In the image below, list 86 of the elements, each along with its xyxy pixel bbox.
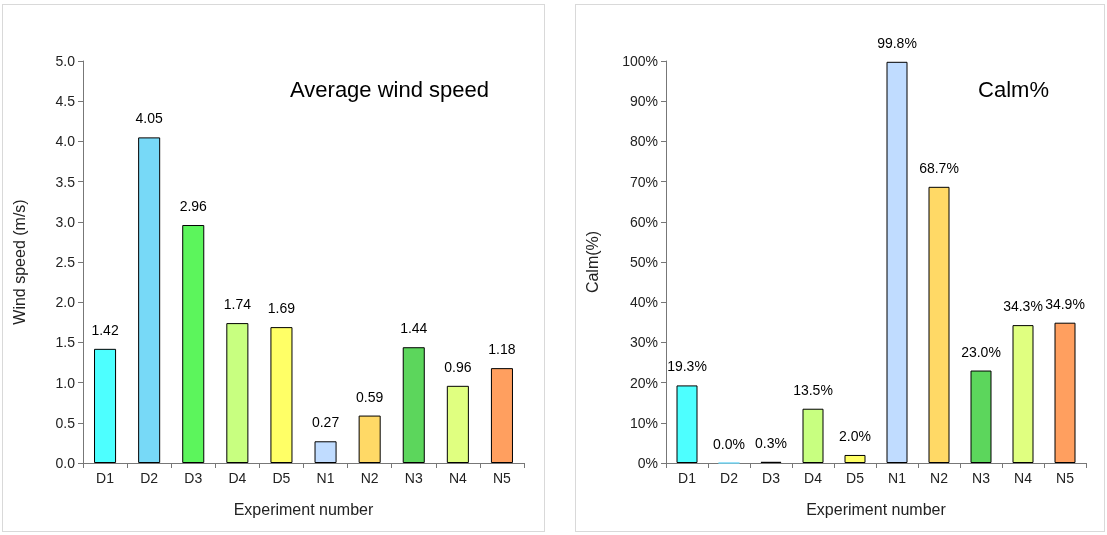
y-tick-label: 4.0: [55, 133, 76, 150]
x-tick-label: D5: [846, 470, 865, 486]
x-tick-label: D1: [96, 470, 115, 486]
y-tick-label: 40%: [629, 294, 658, 311]
y-tick-label: 100%: [622, 53, 658, 69]
y-tick-label: 70%: [629, 173, 658, 190]
data-label: 0.3%: [755, 434, 787, 451]
bar: [970, 370, 992, 463]
y-tick-label: 3.0: [55, 213, 76, 230]
bar: [1012, 325, 1034, 463]
x-tick-label: D3: [184, 470, 203, 486]
y-tick-label: 90%: [629, 93, 658, 110]
data-label: 99.8%: [877, 34, 917, 51]
x-tick-label: N3: [972, 470, 991, 486]
y-tick-label: 0.0: [55, 455, 76, 471]
data-label: 2.96: [179, 198, 208, 215]
data-label: 34.3%: [1003, 298, 1043, 315]
x-tick-label: N3: [404, 470, 423, 486]
data-label: 13.5%: [793, 381, 833, 398]
x-tick-label: N2: [930, 470, 949, 486]
bar: [844, 454, 866, 463]
data-label: 1.74: [223, 296, 252, 313]
x-tick-label: N2: [360, 470, 379, 486]
y-tick-label: 2.0: [55, 294, 76, 311]
data-label: 34.9%: [1045, 295, 1085, 312]
bar: [490, 368, 513, 463]
y-axis-title: Calm(%): [583, 230, 601, 294]
data-label: 23.0%: [961, 343, 1001, 360]
y-tick-label: 60%: [629, 213, 658, 230]
data-label: 1.44: [400, 320, 428, 337]
x-tick-label: D4: [804, 470, 823, 486]
bar: [138, 137, 161, 463]
bar: [1054, 322, 1076, 463]
bar: [676, 385, 698, 463]
bar: [802, 408, 824, 463]
y-tick-label: 0%: [637, 455, 658, 471]
y-tick-label: 1.5: [55, 334, 76, 351]
bar: [928, 186, 950, 463]
bar: [402, 347, 425, 463]
x-tick-label: D3: [762, 470, 781, 486]
x-tick-label: D4: [228, 470, 247, 486]
x-axis-title: Experiment number: [233, 500, 374, 518]
data-label: 0.0%: [713, 435, 745, 452]
data-label: 1.18: [488, 341, 516, 358]
bar: [886, 61, 908, 463]
y-tick-label: 30%: [629, 334, 658, 351]
x-tick-label: N4: [448, 470, 468, 486]
data-label: 0.59: [356, 388, 384, 405]
bar: [270, 327, 293, 463]
y-tick-label: 3.5: [55, 173, 76, 190]
data-label: 68.7%: [919, 159, 959, 176]
x-tick-label: D1: [678, 470, 697, 486]
y-tick-label: 10%: [629, 414, 658, 431]
data-label: 0.27: [311, 414, 340, 431]
y-tick-label: 0.5: [55, 414, 76, 431]
y-axis-title: Wind speed (m/s): [10, 199, 28, 325]
x-tick-label: N5: [493, 470, 512, 486]
y-tick-label: 4.5: [55, 93, 76, 110]
x-tick-label: D5: [272, 470, 291, 486]
bar: [182, 225, 205, 463]
x-tick-label: D2: [140, 470, 159, 486]
bar: [226, 323, 249, 463]
data-label: 4.05: [135, 110, 163, 127]
y-tick-label: 20%: [629, 374, 658, 391]
data-label: 1.69: [267, 300, 296, 317]
bar: [358, 415, 381, 463]
y-tick-label: 5.0: [55, 53, 76, 69]
y-tick-label: 2.5: [55, 254, 76, 270]
bar: [314, 441, 337, 463]
bar: [94, 348, 117, 463]
data-label: 2.0%: [839, 427, 871, 444]
x-tick-label: D2: [720, 470, 739, 486]
text: Average wind speed: [290, 76, 490, 102]
y-tick-label: 80%: [629, 133, 658, 150]
bar: [446, 385, 469, 463]
data-label: 1.42: [91, 321, 119, 338]
x-axis-title: Experiment number: [806, 500, 947, 518]
y-tick-label: 50%: [629, 254, 658, 270]
data-label: 0.96: [444, 358, 472, 375]
x-tick-label: N1: [316, 470, 335, 486]
x-tick-label: N4: [1014, 470, 1033, 486]
x-tick-label: N1: [888, 470, 907, 486]
text: Calm%: [978, 76, 1050, 102]
data-label: 19.3%: [667, 358, 707, 375]
x-tick-label: N5: [1056, 470, 1075, 486]
y-tick-label: 1.0: [55, 374, 76, 391]
